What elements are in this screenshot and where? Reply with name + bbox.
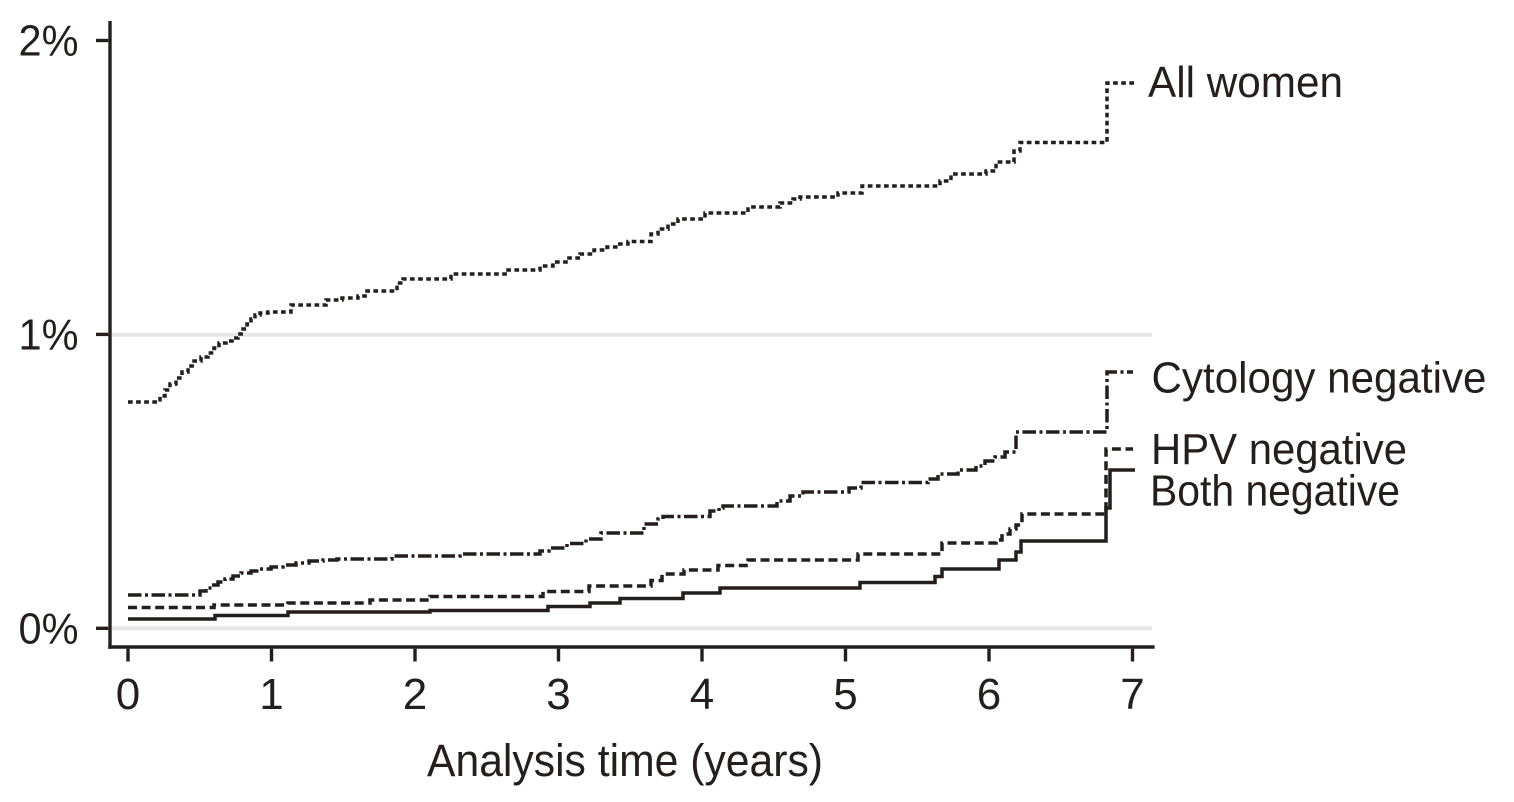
- svg-text:Both negative: Both negative: [1150, 466, 1400, 515]
- svg-text:7: 7: [1120, 670, 1144, 719]
- svg-text:1%: 1%: [19, 311, 79, 360]
- svg-text:6: 6: [977, 670, 1001, 719]
- svg-text:Cytology negative: Cytology negative: [1152, 354, 1487, 403]
- svg-text:3: 3: [546, 670, 570, 719]
- svg-text:All women: All women: [1148, 58, 1343, 107]
- svg-text:5: 5: [833, 670, 857, 719]
- svg-text:4: 4: [690, 670, 714, 719]
- svg-text:HPV negative: HPV negative: [1151, 425, 1407, 474]
- svg-text:Analysis time (years): Analysis time (years): [427, 735, 823, 786]
- svg-text:2: 2: [403, 670, 427, 719]
- svg-text:0%: 0%: [19, 605, 79, 654]
- svg-text:2%: 2%: [19, 17, 79, 66]
- svg-text:1: 1: [259, 670, 283, 719]
- svg-text:0: 0: [116, 670, 140, 719]
